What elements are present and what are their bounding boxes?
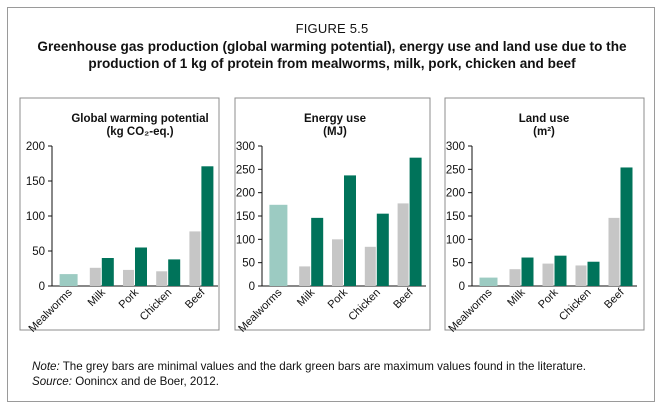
y-tick-label: 150 bbox=[446, 211, 465, 223]
note-text: The grey bars are minimal values and the… bbox=[59, 360, 586, 373]
chart-panel bbox=[234, 97, 431, 331]
bar-max-beef bbox=[409, 157, 422, 286]
figure-note: Note: The grey bars are minimal values a… bbox=[32, 360, 652, 389]
y-tick-label: 0 bbox=[39, 281, 45, 293]
bar-min-milk bbox=[509, 269, 521, 286]
bar-min-chicken bbox=[364, 246, 376, 286]
bar-max-chicken bbox=[587, 261, 600, 286]
chart-panel bbox=[19, 97, 220, 331]
bar-max-pork bbox=[344, 175, 356, 286]
bar-mealworms bbox=[269, 204, 288, 286]
y-tick-label: 0 bbox=[249, 281, 255, 293]
x-tick-label: Mealworms bbox=[26, 286, 75, 335]
source-text: Oonincx and de Boer, 2012. bbox=[71, 374, 219, 388]
bar-min-chicken bbox=[156, 271, 168, 286]
x-tick-label: Pork bbox=[326, 286, 351, 311]
figure-frame bbox=[7, 7, 655, 402]
chart-title: Energy use bbox=[304, 113, 366, 125]
bar-min-milk bbox=[89, 267, 101, 286]
bar-min-pork bbox=[123, 269, 134, 286]
bar-max-chicken bbox=[376, 213, 389, 286]
y-tick-label: 250 bbox=[236, 164, 255, 176]
y-tick-label: 50 bbox=[452, 258, 465, 270]
note-line: Note: The grey bars are minimal values a… bbox=[32, 360, 652, 375]
x-tick-label: Milk bbox=[86, 286, 109, 309]
x-tick-label: Pork bbox=[117, 286, 142, 311]
chart-panel bbox=[444, 97, 645, 331]
bar-max-milk bbox=[311, 217, 324, 286]
x-tick-label: Beef bbox=[183, 286, 208, 311]
y-tick-label: 200 bbox=[26, 141, 45, 153]
figure-label: FIGURE 5.5 bbox=[295, 21, 369, 36]
bar-max-milk bbox=[101, 258, 114, 286]
y-tick-label: 200 bbox=[236, 188, 255, 200]
bar-min-beef bbox=[397, 203, 409, 286]
x-tick-label: Chicken bbox=[557, 287, 594, 324]
chart-unit: (MJ) bbox=[323, 126, 347, 138]
bar-min-pork bbox=[332, 239, 343, 286]
y-tick-label: 200 bbox=[446, 188, 465, 200]
chart-title: Global warming potential bbox=[71, 113, 208, 125]
bar-max-beef bbox=[201, 166, 214, 286]
y-tick-label: 0 bbox=[459, 281, 465, 293]
source-label: Source: bbox=[32, 374, 72, 388]
x-tick-label: Chicken bbox=[138, 287, 175, 324]
source-line: Source: Oonincx and de Boer, 2012. bbox=[32, 375, 652, 390]
chart-unit: (kg CO₂-eq.) bbox=[106, 126, 173, 138]
y-tick-label: 300 bbox=[236, 141, 255, 153]
y-tick-label: 100 bbox=[446, 234, 465, 246]
y-tick-label: 50 bbox=[32, 246, 45, 258]
bar-min-pork bbox=[542, 263, 554, 286]
figure-title: Greenhouse gas production (global warmin… bbox=[37, 39, 627, 71]
bar-min-milk bbox=[299, 266, 311, 286]
bar-max-pork bbox=[135, 247, 147, 286]
y-tick-label: 250 bbox=[446, 164, 465, 176]
y-tick-label: 150 bbox=[26, 176, 45, 188]
bar-max-milk bbox=[521, 257, 534, 286]
x-tick-label: Beef bbox=[602, 286, 627, 311]
x-tick-label: Mealworms bbox=[236, 286, 285, 335]
y-tick-label: 100 bbox=[236, 234, 255, 246]
note-label: Note: bbox=[32, 360, 60, 373]
y-tick-label: 150 bbox=[236, 211, 255, 223]
bar-min-beef bbox=[608, 217, 620, 286]
y-tick-label: 100 bbox=[26, 211, 45, 223]
bar-max-chicken bbox=[168, 259, 181, 286]
bar-max-beef bbox=[620, 167, 633, 286]
y-tick-label: 300 bbox=[446, 141, 465, 153]
bar-mealworms bbox=[479, 277, 498, 286]
x-tick-label: Milk bbox=[295, 286, 318, 309]
x-tick-label: Mealworms bbox=[446, 286, 495, 335]
x-tick-label: Beef bbox=[391, 286, 416, 311]
chart-unit: (m²) bbox=[533, 126, 555, 138]
x-tick-label: Pork bbox=[536, 286, 561, 311]
bar-min-chicken bbox=[575, 265, 587, 286]
y-tick-label: 50 bbox=[242, 258, 255, 270]
bar-min-beef bbox=[189, 231, 201, 286]
x-tick-label: Chicken bbox=[346, 287, 383, 324]
bar-mealworms bbox=[59, 274, 78, 286]
chart-title: Land use bbox=[519, 113, 569, 125]
bar-max-pork bbox=[554, 255, 567, 286]
x-tick-label: Milk bbox=[505, 286, 528, 309]
